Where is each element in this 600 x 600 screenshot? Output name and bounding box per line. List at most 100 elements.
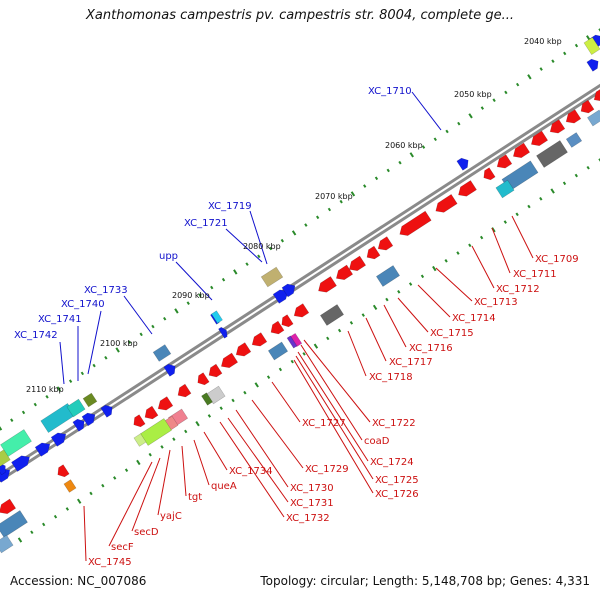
gene-label-reverse[interactable]: XC_1724 — [370, 457, 414, 468]
gene-label-reverse[interactable]: XC_1732 — [286, 513, 330, 524]
gene-arrow-reverse[interactable] — [375, 236, 394, 254]
gene-label-forward[interactable]: XC_1721 — [184, 218, 228, 229]
gene-arrow-reverse[interactable] — [131, 414, 146, 430]
gene-label-reverse[interactable]: XC_1715 — [430, 328, 474, 339]
gene-label-reverse[interactable]: yajC — [160, 511, 182, 522]
gene-arrow-forward[interactable] — [11, 452, 32, 472]
gene-arrow-forward[interactable] — [281, 281, 298, 298]
gene-arrow-reverse[interactable] — [268, 320, 285, 337]
gene-label-reverse[interactable]: secF — [111, 542, 134, 553]
gene-arrow-forward[interactable] — [586, 57, 600, 72]
gene-label-reverse[interactable]: XC_1727 — [302, 418, 346, 429]
gene-block[interactable] — [0, 534, 14, 554]
gene-arrow-forward[interactable] — [81, 410, 98, 427]
gene-arrow-reverse[interactable] — [233, 342, 252, 360]
gene-arrow-reverse[interactable] — [578, 99, 595, 116]
gene-label-forward[interactable]: XC_1733 — [84, 285, 128, 296]
gene-arrow-forward[interactable] — [0, 461, 8, 476]
gene-block[interactable] — [0, 449, 11, 467]
gene-block[interactable] — [201, 392, 213, 406]
gene-block[interactable] — [152, 344, 172, 362]
gene-label-forward[interactable]: XC_1710 — [368, 86, 412, 97]
gene-arrow-reverse[interactable] — [206, 363, 223, 380]
gene-block[interactable] — [267, 341, 289, 361]
gene-block[interactable] — [260, 266, 284, 288]
gene-label-reverse[interactable]: queA — [211, 481, 237, 492]
gene-arrow-forward[interactable] — [72, 417, 87, 432]
gene-arrow-reverse[interactable] — [494, 154, 513, 172]
gene-features[interactable] — [0, 32, 600, 554]
gene-label-reverse[interactable]: XC_1734 — [229, 466, 273, 477]
gene-label-reverse[interactable]: XC_1745 — [88, 557, 132, 568]
gene-block[interactable] — [583, 37, 600, 55]
gene-arrow-reverse[interactable] — [455, 180, 477, 199]
gene-block[interactable] — [565, 132, 583, 148]
gene-arrow-reverse[interactable] — [346, 255, 367, 274]
gene-label-reverse[interactable]: XC_1713 — [474, 297, 518, 308]
gene-label-forward[interactable]: XC_1719 — [208, 201, 252, 212]
gene-label-reverse[interactable]: XC_1726 — [375, 489, 419, 500]
gene-arrow-forward[interactable] — [218, 326, 229, 339]
gene-label-reverse[interactable]: XC_1709 — [535, 254, 579, 265]
gene-label-forward[interactable]: XC_1741 — [38, 314, 82, 325]
gene-block[interactable] — [286, 335, 298, 349]
gene-block[interactable] — [211, 310, 223, 324]
gene-label-forward[interactable]: XC_1742 — [14, 330, 58, 341]
gene-block[interactable] — [133, 433, 147, 447]
gene-arrow-reverse[interactable] — [547, 119, 566, 137]
gene-arrow-forward[interactable] — [456, 156, 471, 171]
gene-label-reverse[interactable]: XC_1716 — [409, 343, 453, 354]
gene-arrow-reverse[interactable] — [528, 130, 549, 149]
gene-arrow-reverse[interactable] — [364, 245, 381, 262]
gene-label-forward[interactable]: upp — [159, 251, 178, 262]
gene-arrow-reverse[interactable] — [279, 314, 294, 330]
gene-arrow-forward[interactable] — [163, 362, 178, 377]
gene-block[interactable] — [536, 140, 568, 168]
gene-arrow-reverse[interactable] — [333, 264, 354, 283]
gene-label-reverse[interactable]: coaD — [364, 436, 390, 447]
gene-arrow-reverse[interactable] — [397, 210, 432, 239]
gene-block[interactable] — [0, 510, 28, 538]
gene-arrow-forward[interactable] — [100, 403, 115, 418]
gene-block[interactable] — [375, 265, 401, 287]
gene-label-reverse[interactable]: XC_1725 — [375, 475, 419, 486]
gene-label-reverse[interactable]: secD — [134, 527, 159, 538]
gene-label-reverse[interactable]: XC_1730 — [290, 483, 334, 494]
gene-arrow-reverse[interactable] — [55, 464, 70, 480]
gene-arrow-reverse[interactable] — [481, 167, 496, 183]
gene-block[interactable] — [63, 479, 77, 493]
gene-label-reverse[interactable]: XC_1729 — [305, 464, 349, 475]
gene-arrow-reverse[interactable] — [155, 396, 174, 414]
gene-label-reverse[interactable]: XC_1711 — [513, 269, 557, 280]
gene-label-reverse[interactable]: XC_1712 — [496, 284, 540, 295]
gene-arrow-reverse[interactable] — [433, 194, 458, 215]
gene-arrow-forward[interactable] — [34, 440, 53, 457]
gene-block[interactable] — [82, 392, 98, 408]
gene-block[interactable] — [319, 304, 345, 326]
gene-arrow-reverse[interactable] — [591, 87, 600, 105]
gene-arrow-reverse[interactable] — [218, 352, 239, 371]
gene-arrow-reverse[interactable] — [563, 109, 582, 127]
gene-arrow-reverse[interactable] — [0, 498, 17, 517]
gene-label-reverse[interactable]: XC_1722 — [372, 418, 416, 429]
gene-arrow-reverse[interactable] — [291, 303, 310, 321]
gene-block[interactable] — [495, 179, 515, 199]
gene-arrow-reverse[interactable] — [510, 142, 531, 161]
gene-arrow-reverse[interactable] — [249, 332, 268, 350]
gene-arrow-reverse[interactable] — [142, 405, 159, 422]
gene-arrow-reverse[interactable] — [315, 276, 337, 295]
leader-line — [219, 421, 285, 518]
gene-block[interactable] — [66, 398, 86, 418]
gene-arrow-reverse[interactable] — [195, 372, 210, 388]
gene-label-reverse[interactable]: XC_1717 — [389, 357, 433, 368]
gene-block[interactable] — [587, 109, 600, 127]
gene-arrow-reverse[interactable] — [175, 383, 192, 400]
gene-label-reverse[interactable]: XC_1718 — [369, 372, 413, 383]
gene-arrow-forward[interactable] — [50, 430, 69, 447]
gene-label-reverse[interactable]: tgt — [188, 492, 202, 503]
gene-label-forward[interactable]: XC_1740 — [61, 299, 105, 310]
tick-mark — [163, 316, 167, 321]
gene-label-reverse[interactable]: XC_1731 — [290, 498, 334, 509]
gene-label-reverse[interactable]: XC_1714 — [452, 313, 496, 324]
